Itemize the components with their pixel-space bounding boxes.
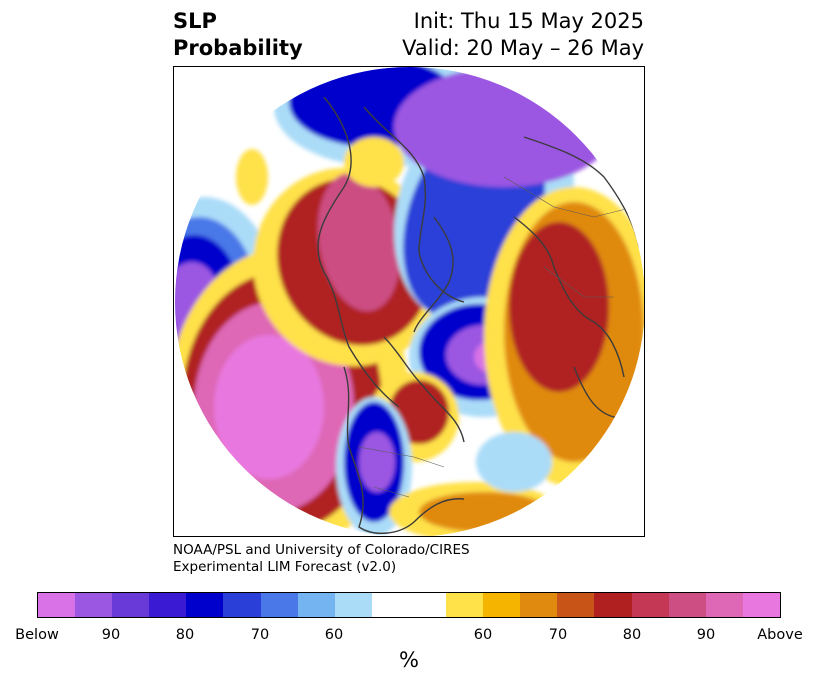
forecast-dates: Init: Thu 15 May 2025 Valid: 20 May – 26… xyxy=(402,8,644,62)
title-line-1: SLP xyxy=(173,9,217,33)
continent-low-core xyxy=(359,432,395,492)
colorbar-tick-label: 60 xyxy=(473,627,493,643)
border-us-mexico xyxy=(373,486,410,498)
colorbar-segment xyxy=(594,593,632,617)
colorbar-segment xyxy=(75,593,113,617)
border-europe xyxy=(543,266,614,298)
coastline-hudson xyxy=(383,336,465,443)
colorbar-tick-label: 70 xyxy=(548,627,568,643)
map-panel xyxy=(173,66,645,537)
colorbar-tick-label: 90 xyxy=(696,627,716,643)
title-line-2: Probability xyxy=(173,36,303,60)
colorbar-segment xyxy=(483,593,521,617)
credit-line-2: Experimental LIM Forecast (v2.0) xyxy=(173,559,397,575)
colorbar-segment xyxy=(297,593,335,617)
border-us-canada xyxy=(358,446,445,468)
east-asia-low-peak xyxy=(394,67,614,187)
chart-title: SLP Probability xyxy=(173,8,303,62)
asia-small-high xyxy=(344,137,404,187)
colorbar-segment xyxy=(668,593,706,617)
colorbar-segment xyxy=(446,593,484,617)
colorbar-tick-label: 90 xyxy=(101,627,121,643)
colorbar-segment xyxy=(186,593,224,617)
colorbar-tick-label: 60 xyxy=(324,627,344,643)
political-borders xyxy=(358,176,635,498)
colorbar-segment xyxy=(112,593,150,617)
coastline-north-america xyxy=(343,366,465,534)
colorbar-tick-label: 70 xyxy=(250,627,270,643)
colorbar-segment xyxy=(742,593,780,617)
colorbar xyxy=(37,592,781,618)
init-date: Init: Thu 15 May 2025 xyxy=(413,9,644,33)
probability-map xyxy=(175,67,644,536)
arctic-high-core xyxy=(317,172,401,312)
colorbar-tick-label: Below xyxy=(15,627,59,643)
north-pacific-high-peak xyxy=(214,335,324,479)
probability-field xyxy=(175,67,644,536)
colorbar-segment xyxy=(520,593,558,617)
colorbar-segment xyxy=(38,593,76,617)
subtropical-high xyxy=(419,492,549,532)
colorbar-segment xyxy=(557,593,595,617)
colorbar-unit: % xyxy=(399,648,419,672)
pacific-small-high xyxy=(236,149,268,205)
colorbar-segment xyxy=(371,593,409,617)
colorbar-segment xyxy=(149,593,187,617)
colorbar-segment xyxy=(631,593,669,617)
coastlines xyxy=(317,96,643,534)
colorbar-segment xyxy=(705,593,743,617)
colorbar-tick-label: 80 xyxy=(175,627,195,643)
colorbar-segment xyxy=(260,593,298,617)
colorbar-segment xyxy=(223,593,261,617)
colorbar-segment xyxy=(408,593,447,617)
valid-date: Valid: 20 May – 26 May xyxy=(402,36,644,60)
border-asia xyxy=(503,176,635,218)
map-credit: NOAA/PSL and University of Colorado/CIRE… xyxy=(173,542,470,576)
coastline-greenland xyxy=(413,216,454,333)
coastline-arctic xyxy=(363,106,465,303)
europe-high-core xyxy=(509,222,609,392)
colorbar-tick-label: Above xyxy=(757,627,803,643)
mid-atlantic-low xyxy=(476,432,552,492)
credit-line-1: NOAA/PSL and University of Colorado/CIRE… xyxy=(173,542,470,558)
coastline-europe xyxy=(513,216,625,378)
coastline-asia-pacific xyxy=(317,96,400,408)
colorbar-segment xyxy=(334,593,372,617)
colorbar-tick-label: 80 xyxy=(622,627,642,643)
